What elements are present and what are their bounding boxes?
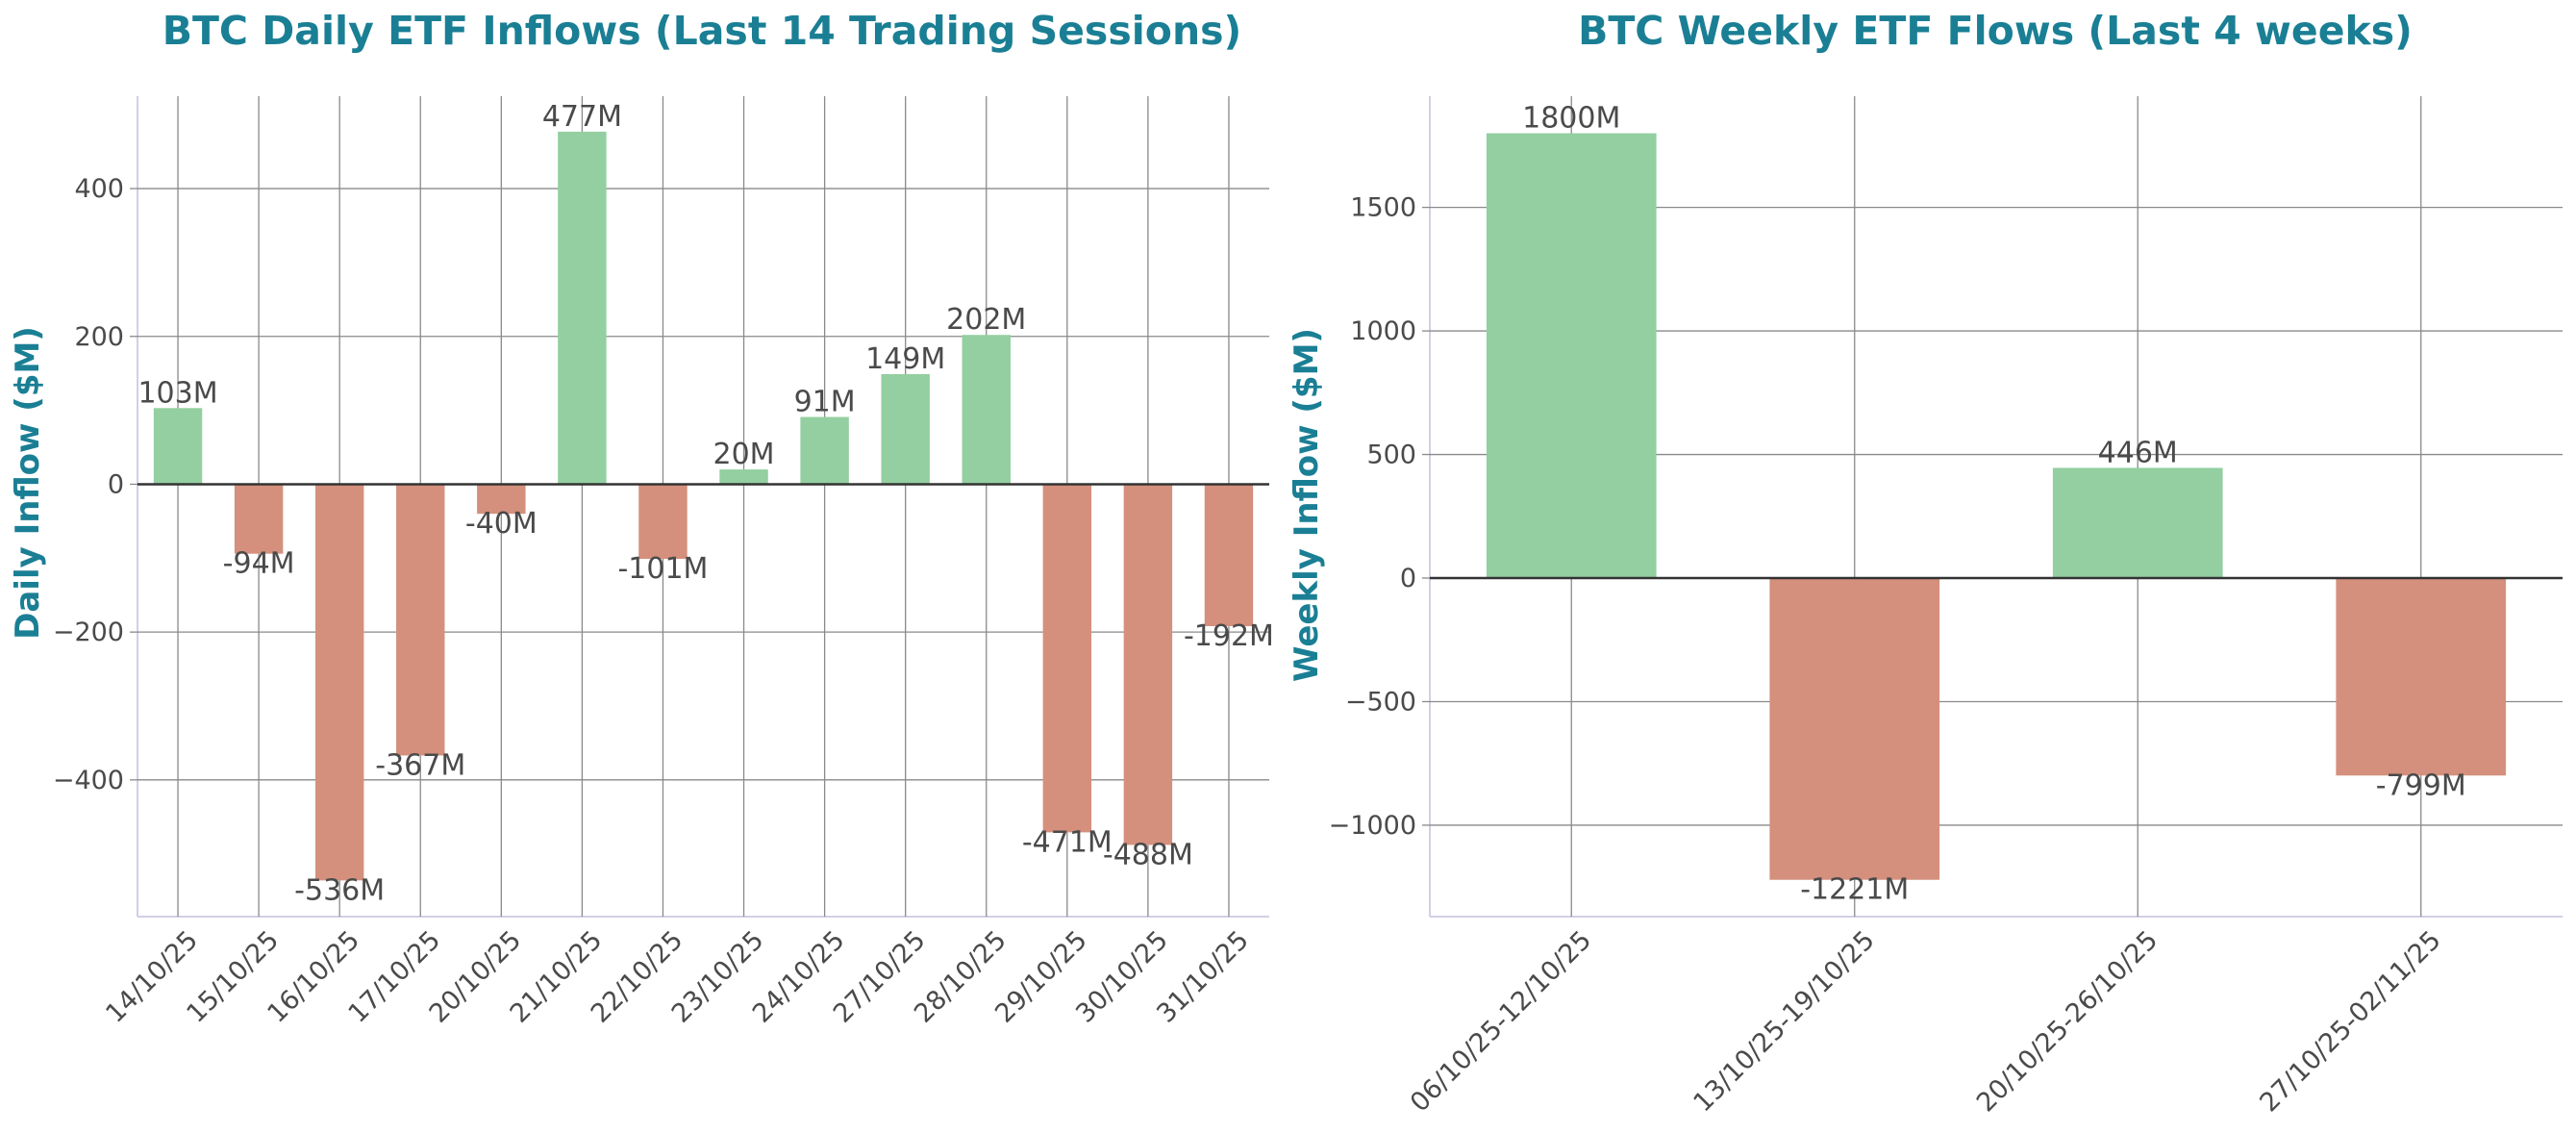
- bar: [234, 484, 284, 554]
- bar: [558, 131, 607, 485]
- bar: [314, 484, 364, 881]
- y-tick-label: −200: [53, 617, 124, 647]
- data-label: 1800M: [1522, 102, 1620, 136]
- bar: [800, 416, 849, 485]
- bar: [396, 484, 445, 756]
- daily-chart-ylabel: Daily Inflow ($M): [9, 326, 47, 640]
- weekly-flows-chart: BTC Weekly ETF Flows (Last 4 weeks) Week…: [1288, 8, 2563, 1118]
- data-label: 149M: [865, 342, 945, 376]
- bar: [962, 335, 1011, 485]
- data-label: 202M: [946, 303, 1026, 337]
- y-tick-label: 200: [74, 322, 124, 352]
- y-tick-label: 400: [74, 174, 124, 204]
- bar: [153, 408, 203, 485]
- x-tick-label: 20/10/25-26/10/25: [1971, 925, 2163, 1118]
- bar: [881, 373, 930, 485]
- data-label: -367M: [375, 748, 465, 782]
- data-label: 20M: [713, 438, 775, 471]
- y-tick-label: 0: [108, 469, 124, 499]
- data-label: -101M: [617, 552, 708, 586]
- data-label: -471M: [1022, 825, 1113, 859]
- daily-chart-title: BTC Daily ETF Inflows (Last 14 Trading S…: [163, 8, 1242, 54]
- bar: [1769, 578, 1940, 880]
- data-label: -192M: [1184, 619, 1274, 653]
- bar: [2336, 578, 2507, 776]
- y-tick-label: −1000: [1329, 811, 1416, 841]
- data-label: 446M: [2098, 436, 2178, 469]
- y-tick-label: 500: [1366, 441, 1416, 470]
- bar: [1123, 484, 1173, 845]
- bar: [1204, 484, 1254, 626]
- data-label: 91M: [794, 386, 856, 419]
- bar: [1042, 484, 1092, 833]
- bar: [719, 469, 768, 485]
- daily-inflows-chart: BTC Daily ETF Inflows (Last 14 Trading S…: [9, 8, 1274, 1029]
- bar: [2052, 467, 2223, 579]
- bar: [638, 484, 688, 560]
- weekly-chart-ylabel: Weekly Inflow ($M): [1288, 328, 1326, 682]
- y-tick-label: 1500: [1350, 193, 1416, 223]
- y-tick-label: 0: [1400, 564, 1416, 593]
- data-label: -40M: [465, 507, 538, 541]
- x-tick-label: 27/10/25-02/11/25: [2254, 925, 2446, 1118]
- x-tick-label: 06/10/25-12/10/25: [1405, 925, 1597, 1118]
- weekly-chart-title: BTC Weekly ETF Flows (Last 4 weeks): [1578, 8, 2413, 54]
- data-label: 477M: [542, 100, 622, 134]
- y-tick-label: −500: [1345, 687, 1416, 717]
- x-tick-label: 13/10/25-19/10/25: [1688, 925, 1880, 1118]
- data-label: -488M: [1103, 838, 1193, 871]
- y-tick-label: 1000: [1350, 316, 1416, 346]
- data-label: -94M: [223, 547, 295, 581]
- data-label: 103M: [138, 376, 217, 410]
- bar: [1486, 133, 1657, 579]
- data-label: -536M: [294, 873, 385, 907]
- data-label: -1221M: [1800, 873, 1909, 907]
- y-tick-label: −400: [53, 766, 124, 795]
- data-label: -799M: [2376, 769, 2466, 802]
- bar: [477, 484, 526, 515]
